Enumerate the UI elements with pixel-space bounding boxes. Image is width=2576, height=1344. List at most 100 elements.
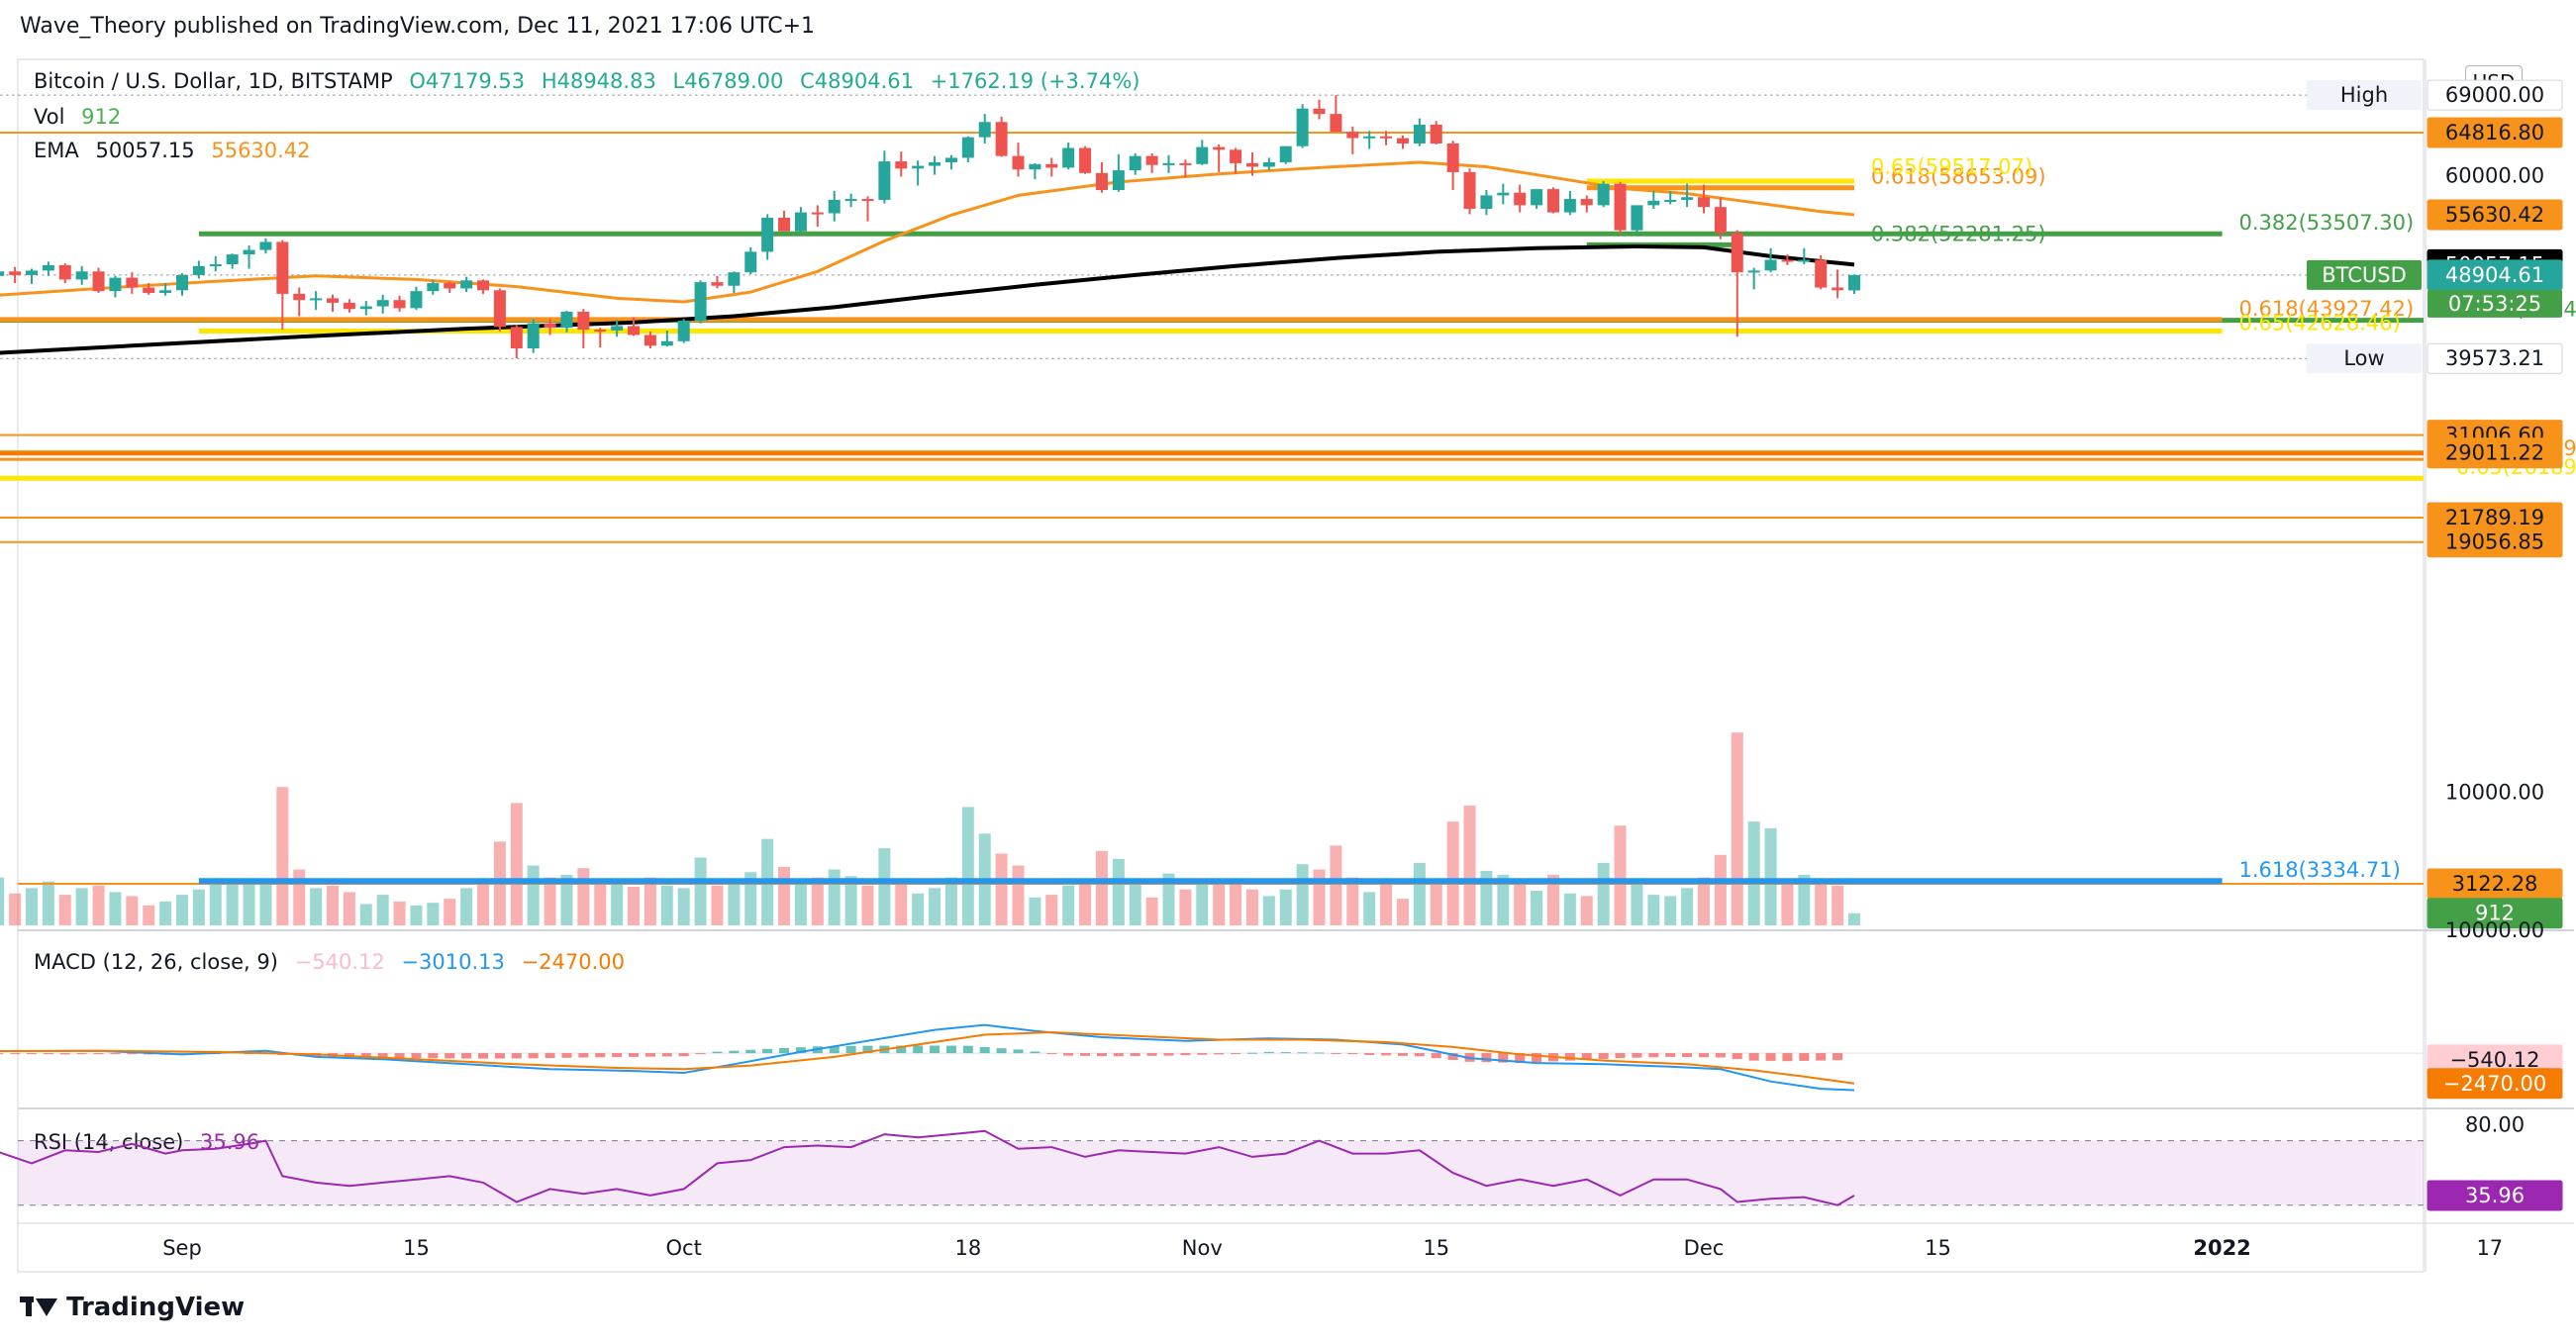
- macd-hist-bar: [845, 1045, 856, 1054]
- volume-bar: [1580, 896, 1593, 925]
- vol-label[interactable]: Vol: [34, 105, 65, 129]
- candle-body: [929, 161, 941, 166]
- candle-body: [510, 327, 523, 349]
- candle-body: [1363, 136, 1376, 139]
- macd-hist-bar: [1297, 1052, 1308, 1054]
- macd-hist-bar: [945, 1045, 956, 1054]
- volume-bar: [1062, 885, 1075, 925]
- macd-hist-value: −540.12: [294, 950, 385, 974]
- candle-body: [1095, 172, 1108, 190]
- macd-hist-bar: [1331, 1053, 1341, 1055]
- rsi-axis-tick: 80.00: [2465, 1112, 2525, 1136]
- ohlc-high: H48948.83: [541, 69, 656, 93]
- time-axis-label: 2022: [2193, 1236, 2250, 1260]
- volume-bar: [611, 878, 624, 925]
- candle-body: [1580, 199, 1593, 206]
- candle-body: [1196, 146, 1209, 164]
- macd-hist-bar: [43, 1053, 53, 1055]
- candle-body: [1697, 197, 1710, 208]
- volume-bar: [1614, 825, 1627, 925]
- macd-hist-bar: [896, 1045, 907, 1054]
- candle-body: [359, 306, 372, 310]
- macd-hist-bar: [494, 1053, 505, 1059]
- macd-hist-bar: [644, 1053, 655, 1057]
- volume-bar: [895, 878, 908, 925]
- candle-body: [1430, 125, 1442, 144]
- candle-body: [1213, 146, 1226, 150]
- candle-body: [912, 165, 925, 169]
- macd-hist-bar: [59, 1053, 70, 1055]
- macd-hist-bar: [1013, 1049, 1024, 1054]
- volume-bar: [0, 877, 5, 925]
- volume-legend: Vol 912: [34, 105, 131, 129]
- volume-bar: [1413, 862, 1426, 925]
- macd-hist-bar: [1046, 1053, 1057, 1055]
- candle-body: [1647, 200, 1660, 206]
- candle-body: [1781, 259, 1794, 262]
- ema-label[interactable]: EMA: [34, 139, 79, 162]
- volume-bar: [1546, 874, 1559, 925]
- volume-bar: [1446, 821, 1459, 925]
- candle-body: [978, 122, 991, 138]
- volume-bar: [644, 877, 656, 925]
- candle-body: [878, 161, 891, 200]
- candle-body: [159, 290, 172, 293]
- macd-hist-bar: [1146, 1053, 1157, 1056]
- volume-bar: [744, 872, 757, 925]
- volume-bar: [460, 888, 473, 925]
- macd-hist-bar: [729, 1050, 740, 1054]
- volume-bar: [1363, 892, 1376, 925]
- macd-hist-bar: [0, 1053, 4, 1055]
- volume-bar: [1497, 874, 1510, 925]
- volume-bar: [1196, 883, 1209, 925]
- candle-body: [778, 218, 791, 232]
- candle-body: [143, 287, 155, 293]
- candle-body: [75, 271, 88, 280]
- macd-hist-bar: [661, 1053, 672, 1057]
- candle-body: [1245, 162, 1258, 167]
- macd-hist-bar: [1364, 1053, 1375, 1055]
- candle-body: [42, 264, 54, 271]
- macd-hist-bar: [1130, 1053, 1140, 1057]
- candle-body: [460, 280, 473, 289]
- candle-body: [276, 241, 289, 294]
- volume-bar: [1731, 732, 1743, 925]
- candle-body: [293, 293, 306, 301]
- volume-bar: [192, 889, 205, 925]
- candle-body: [1279, 145, 1292, 162]
- macd-hist-bar: [1816, 1053, 1827, 1061]
- ohlc-close: C48904.61: [800, 69, 914, 93]
- macd-hist-bar: [996, 1048, 1007, 1054]
- candle-body: [1614, 183, 1627, 231]
- symbol-name[interactable]: Bitcoin / U.S. Dollar, 1D, BITSTAMP: [34, 69, 393, 93]
- volume-bar: [276, 787, 289, 925]
- candle-body: [1714, 207, 1727, 234]
- volume-bar: [1781, 878, 1794, 925]
- candle-body: [209, 264, 222, 267]
- candle-body: [1346, 132, 1359, 139]
- price-axis-label: 64816.80: [2445, 121, 2544, 144]
- volume-bar: [1463, 806, 1476, 925]
- price-axis-note: BTCUSD: [2322, 263, 2407, 287]
- candle-body: [226, 254, 239, 265]
- candle-body: [995, 122, 1008, 156]
- volume-bar: [126, 896, 139, 925]
- candle-body: [1230, 149, 1242, 163]
- tradingview-brand: TradingView: [20, 1293, 245, 1322]
- macd-hist-bar: [1833, 1053, 1843, 1061]
- candle-body: [644, 335, 656, 346]
- candle-body: [477, 280, 490, 291]
- volume-axis-label-bg: [2427, 898, 2563, 929]
- macd-hist-bar: [1782, 1053, 1793, 1062]
- macd-label[interactable]: MACD (12, 26, close, 9): [34, 950, 278, 974]
- volume-bar: [92, 885, 105, 925]
- price-axis-label: 39573.21: [2445, 346, 2544, 370]
- rsi-line: [0, 1129, 1855, 1206]
- macd-hist-bar: [795, 1047, 806, 1054]
- candle-body: [1832, 287, 1844, 291]
- macd-hist-bar: [1447, 1053, 1458, 1060]
- macd-hist-bar: [595, 1053, 606, 1058]
- candle-body: [1380, 136, 1393, 139]
- time-axis-label: 15: [403, 1236, 430, 1260]
